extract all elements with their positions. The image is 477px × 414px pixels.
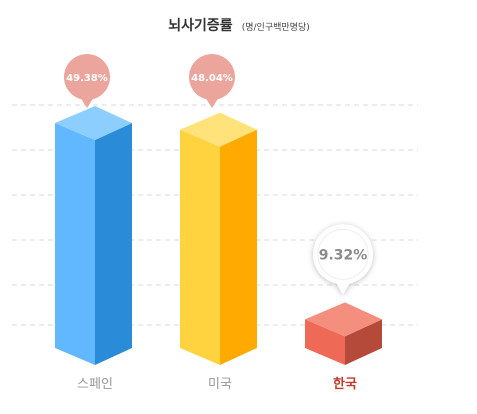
bar-side-face [220, 129, 257, 365]
bar-top-face [180, 112, 257, 147]
bar-front-face [55, 123, 95, 366]
bar-top-face [305, 302, 382, 337]
bubble-pointer [205, 97, 219, 108]
bar-side-face [95, 123, 132, 366]
bar-front-face [305, 319, 345, 365]
category-label: 미국 [208, 377, 232, 392]
bar-side-face [345, 319, 382, 365]
bubble-pointer [335, 281, 351, 295]
bar-3: 한국 9.32% [305, 224, 382, 392]
bubble-circle [189, 54, 235, 100]
chart-title: 뇌사기증률 [168, 17, 233, 34]
chart-subtitle: (명/인구백만명당) [242, 22, 310, 33]
value-label: 49.38% [66, 73, 108, 84]
value-bubble [313, 224, 373, 295]
bubble-circle [64, 54, 110, 100]
bubble-inner-ring [317, 228, 369, 280]
bar-front-face [180, 129, 220, 365]
value-label: 9.32% [319, 247, 368, 263]
bar-2: 미국 48.04% [180, 54, 257, 392]
bubble-pointer [80, 97, 94, 108]
category-label: 스페인 [77, 377, 113, 392]
bar-top-face [55, 106, 132, 141]
bars: 스페인 49.38% 미국 48.04% 한국 9.32% [55, 54, 382, 392]
bubble-circle [313, 224, 373, 285]
category-label: 한국 [333, 376, 357, 392]
bar-1: 스페인 49.38% [55, 54, 132, 392]
value-label: 48.04% [191, 73, 233, 84]
chart-title-group: 뇌사기증률 (명/인구백만명당) [168, 15, 310, 34]
